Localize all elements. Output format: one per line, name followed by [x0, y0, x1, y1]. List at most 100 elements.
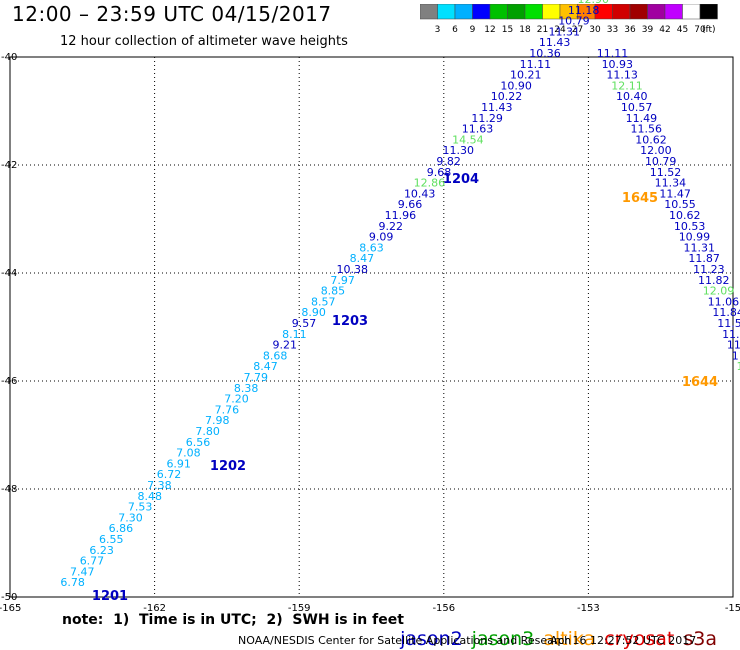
- latitude-tick-label: -42: [1, 160, 17, 171]
- wave-height-label: 11.30: [443, 144, 475, 157]
- latitude-tick-label: -50: [1, 592, 17, 603]
- wave-height-label: 11.70: [727, 339, 740, 352]
- wave-height-label: 11.64: [732, 349, 740, 362]
- scale-label: 45: [677, 25, 688, 35]
- wave-height-label: 11.43: [481, 101, 513, 114]
- scale-label: 6: [452, 25, 458, 35]
- wave-height-label: 11.06: [708, 295, 740, 308]
- wave-height-label: 7.80: [195, 425, 220, 438]
- wave-height-label: 10.40: [616, 90, 648, 103]
- latitude-tick-label: -44: [1, 268, 17, 279]
- wave-height-label: 7.47: [70, 565, 95, 578]
- wave-height-label: 14.54: [452, 133, 484, 146]
- wave-height-label: 11.96: [385, 209, 417, 222]
- wave-height-label: 6.56: [186, 436, 211, 449]
- scale-label: 21: [537, 25, 548, 35]
- wave-height-label: 10.62: [669, 209, 701, 222]
- wave-height-label: 11.84: [712, 306, 740, 319]
- scale-label: 70: [694, 25, 706, 35]
- wave-height-label: 11.18: [568, 4, 600, 17]
- wave-height-label: 8.68: [263, 349, 288, 362]
- wave-height-label: 6.91: [166, 457, 191, 470]
- wave-height-label: 11.49: [626, 112, 658, 125]
- wave-height-label: 11.43: [539, 36, 571, 49]
- wave-height-label: 10.57: [621, 101, 653, 114]
- longitude-tick-label: -156: [432, 603, 455, 614]
- wave-height-label: 9.22: [379, 220, 404, 233]
- wave-height-label: 11.47: [659, 187, 691, 200]
- scale-label: 36: [624, 25, 636, 35]
- map-frame: [9, 56, 734, 598]
- wave-height-label: 7.08: [176, 447, 201, 460]
- pass-time-label: 1204: [443, 172, 479, 187]
- wave-height-label: 11.11: [597, 47, 629, 60]
- wave-height-label: 11.73: [722, 328, 740, 341]
- wave-height-label: 10.90: [500, 79, 532, 92]
- wave-height-label: 6.86: [109, 522, 134, 535]
- wave-height-label: 11.13: [606, 69, 638, 82]
- scale-label: 39: [642, 25, 654, 35]
- wave-height-label: 7.97: [330, 274, 355, 287]
- wave-height-label: 10.53: [674, 220, 706, 233]
- wave-height-label: 8.48: [138, 490, 163, 503]
- wave-height-label: 7.53: [128, 501, 153, 514]
- wave-height-label: 10.43: [404, 187, 436, 200]
- legend-s3a: s3a: [683, 628, 717, 650]
- wave-height-label: 10.36: [529, 47, 561, 60]
- wave-height-label: 8.85: [321, 285, 346, 298]
- scale-label: 42: [659, 25, 670, 35]
- wave-height-label: 9.66: [398, 198, 423, 211]
- scale-label: 15: [502, 25, 513, 35]
- wave-height-label: 10.22: [491, 90, 523, 103]
- wave-height-label: 11.31: [684, 241, 716, 254]
- wave-height-label: 12.09: [703, 285, 735, 298]
- wave-height-label: 7.79: [244, 371, 269, 384]
- wave-height-label: 11.87: [688, 252, 720, 265]
- wave-height-label: 8.38: [234, 382, 259, 395]
- latitude-tick-label: -46: [1, 376, 17, 387]
- scale-label: 30: [589, 25, 601, 35]
- pass-time-label: 1203: [332, 314, 368, 329]
- legend-jason2: jason2: [400, 628, 463, 650]
- wave-height-label: 11.56: [630, 123, 662, 136]
- footer-note: note: 1) Time is in UTC; 2) SWH is in fe…: [62, 612, 404, 628]
- wave-height-label: 9.21: [272, 339, 297, 352]
- scale-label: 24: [554, 25, 566, 35]
- legend-cryosat: cryosat: [604, 628, 675, 650]
- legend-altika: altika: [543, 628, 596, 650]
- longitude-tick-label: -165: [0, 603, 21, 614]
- wave-height-label: 11.31: [549, 25, 581, 38]
- wave-height-label: 12.04: [737, 360, 740, 373]
- wave-height-label: 12.86: [414, 177, 446, 190]
- wave-height-label: 8.57: [311, 295, 336, 308]
- longitude-tick-label: -162: [143, 603, 166, 614]
- wave-height-label: 10.79: [645, 155, 677, 168]
- wave-height-label: 6.72: [157, 468, 182, 481]
- pass-time-label: 1202: [210, 459, 246, 474]
- scale-label: 12: [484, 25, 495, 35]
- wave-height-label: 7.30: [118, 511, 143, 524]
- wave-height-label: 11.82: [698, 274, 730, 287]
- wave-height-label: 10.21: [510, 69, 542, 82]
- scale-label: 3: [435, 25, 441, 35]
- scale-unit: (ft): [702, 25, 716, 35]
- satellite-legend: jason2 jason3 altika cryosat s3a: [388, 606, 726, 650]
- wave-height-label: 11.29: [471, 112, 503, 125]
- wave-height-label: 10.62: [635, 133, 667, 146]
- wave-height-label: 11.23: [693, 263, 725, 276]
- wave-height-label: 11.11: [520, 58, 552, 71]
- scale-label: 18: [519, 25, 531, 35]
- wave-height-label: 6.78: [60, 576, 85, 589]
- scale-label: 27: [572, 25, 583, 35]
- wave-height-label: 11.34: [655, 177, 687, 190]
- wave-height-label: 10.55: [664, 198, 696, 211]
- legend-jason3: jason3: [471, 628, 535, 650]
- color-scale-legend: 3 6 9 12 15 18 21 24 27 30 33 36 39 42 45 70(ft): [420, 4, 718, 35]
- scale-label: 33: [607, 25, 618, 35]
- wave-height-label: 8.63: [359, 241, 384, 254]
- longitude-tick-label: -15: [725, 603, 740, 614]
- page-subtitle: 12 hour collection of altimeter wave hei…: [60, 34, 348, 49]
- scale-swatch: [699, 4, 718, 20]
- wave-height-label: 10.79: [558, 15, 590, 28]
- wave-height-label: 12.00: [640, 144, 672, 157]
